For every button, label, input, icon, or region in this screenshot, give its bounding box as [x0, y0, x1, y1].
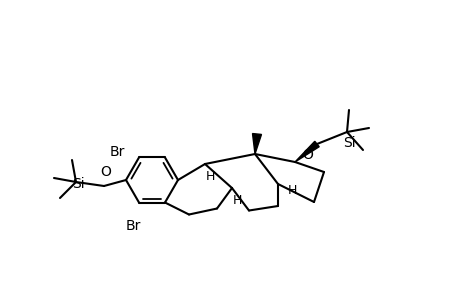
- Text: H: H: [287, 184, 296, 196]
- Text: H: H: [205, 169, 214, 182]
- Text: O: O: [101, 165, 111, 179]
- Polygon shape: [252, 134, 261, 154]
- Polygon shape: [294, 141, 319, 162]
- Text: Br: Br: [125, 218, 140, 233]
- Text: Br: Br: [109, 146, 125, 160]
- Text: Si: Si: [72, 177, 84, 191]
- Text: H: H: [232, 194, 241, 206]
- Text: O: O: [302, 148, 312, 162]
- Text: Si: Si: [342, 136, 354, 150]
